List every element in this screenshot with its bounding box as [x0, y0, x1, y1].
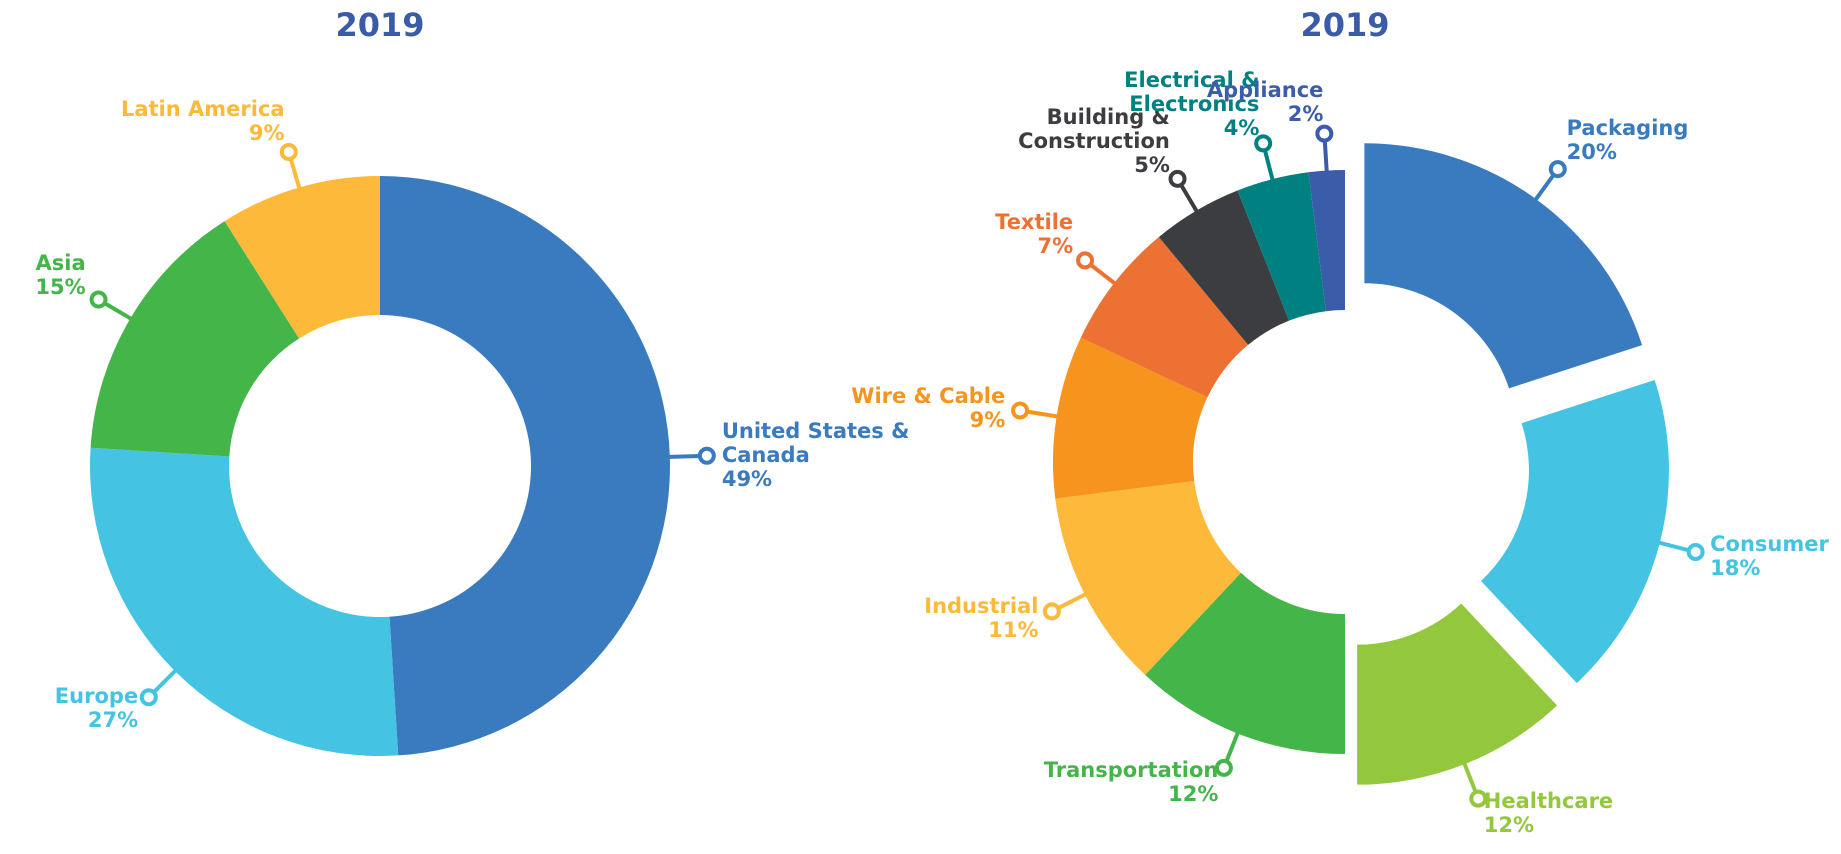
value-label: 7%: [1037, 234, 1074, 259]
slice: [90, 221, 300, 457]
chart-title: 2019: [335, 6, 425, 44]
leader-dot: [697, 446, 716, 465]
slice: [1145, 572, 1345, 754]
leader-line: [1655, 539, 1690, 553]
leader-line: [1057, 590, 1090, 610]
slice-label: Electrical & Electronics 4%: [1124, 68, 1259, 140]
leader-dot: [1011, 401, 1030, 420]
value-label: 9%: [969, 408, 1006, 433]
leader-dot: [1469, 789, 1488, 808]
category-name: Consumer: [1710, 531, 1829, 556]
category-name: Asia: [35, 251, 86, 276]
leader-line: [288, 158, 303, 192]
leader-dot: [1076, 251, 1095, 270]
slice: [1308, 170, 1345, 312]
slice-label: Latin America 9%: [121, 97, 285, 145]
category-name: Transportation: [1043, 757, 1219, 782]
leader-dot: [1548, 160, 1567, 179]
leader-dot: [1168, 169, 1187, 188]
value-label: 20%: [1566, 140, 1617, 165]
slice-label: Consumer 18%: [1710, 532, 1829, 580]
value-label: 4%: [1223, 115, 1260, 140]
value-label: 12%: [1168, 781, 1219, 806]
slice: [1357, 603, 1558, 785]
leader-dot: [89, 290, 108, 309]
slice-label: Healthcare 12%: [1484, 789, 1613, 837]
category-name: Healthcare: [1483, 788, 1614, 813]
slice: [224, 176, 380, 339]
value-label: 5%: [1134, 152, 1170, 177]
leader-dot: [1315, 124, 1334, 143]
slice-label: Wire & Cable 9%: [851, 384, 1005, 432]
category-name: Appliance: [1206, 77, 1324, 102]
slice-label: United States & Canada 49%: [722, 419, 910, 491]
slice: [1364, 143, 1643, 389]
leader-line: [1089, 263, 1119, 288]
leader-dot: [279, 142, 298, 161]
slice: [1237, 172, 1326, 321]
leader-line: [1224, 729, 1241, 763]
leader-line: [1532, 173, 1556, 204]
category-name: Industrial: [924, 594, 1039, 619]
category-name: Packaging: [1566, 116, 1689, 141]
slice-label: Europe 27%: [55, 684, 138, 732]
slice: [89, 447, 399, 756]
slice: [1158, 190, 1290, 345]
slice: [380, 176, 670, 756]
value-label: 2%: [1287, 101, 1324, 126]
category-name: United States & Canada: [721, 419, 910, 468]
leader-line: [1179, 183, 1201, 216]
value-label: 15%: [35, 275, 86, 300]
slice: [1481, 379, 1669, 684]
category-name: Building & Construction: [1018, 104, 1170, 153]
slice: [1053, 337, 1208, 499]
leader-dot: [1214, 758, 1233, 777]
leader-dot: [1686, 543, 1705, 562]
value-label: 49%: [721, 467, 773, 492]
leader-line: [1461, 759, 1478, 793]
slice-label: Building & Construction 5%: [1018, 105, 1170, 177]
slice-label: Transportation 12%: [1044, 758, 1219, 806]
leader-dot: [139, 688, 158, 707]
leader-line: [1262, 149, 1276, 184]
chart-title: 2019: [1300, 6, 1390, 44]
category-name: Textile: [995, 210, 1074, 235]
leader-dot: [1042, 602, 1061, 621]
slice-label: Textile 7%: [995, 210, 1073, 258]
value-label: 9%: [248, 120, 285, 145]
category-name: Wire & Cable: [851, 384, 1006, 409]
leader-line: [1026, 409, 1061, 419]
slice: [1080, 237, 1249, 398]
slice-label: Appliance 2%: [1207, 78, 1324, 126]
leader-dot: [1254, 134, 1273, 153]
leader-line: [103, 301, 135, 323]
value-label: 12%: [1483, 812, 1535, 837]
leader-line: [1322, 140, 1329, 175]
value-label: 27%: [87, 707, 139, 732]
slice-label: Asia 15%: [35, 251, 85, 299]
category-name: Europe: [54, 683, 139, 708]
slice-label: Industrial 11%: [924, 594, 1038, 642]
value-label: 11%: [988, 618, 1039, 643]
slice-label: Packaging 20%: [1567, 116, 1689, 164]
slice: [1055, 481, 1241, 675]
category-name: Latin America: [120, 96, 285, 121]
value-label: 18%: [1710, 555, 1761, 580]
category-name: Electrical & Electronics: [1124, 67, 1260, 116]
leader-line: [152, 666, 180, 694]
leader-line: [665, 453, 700, 460]
